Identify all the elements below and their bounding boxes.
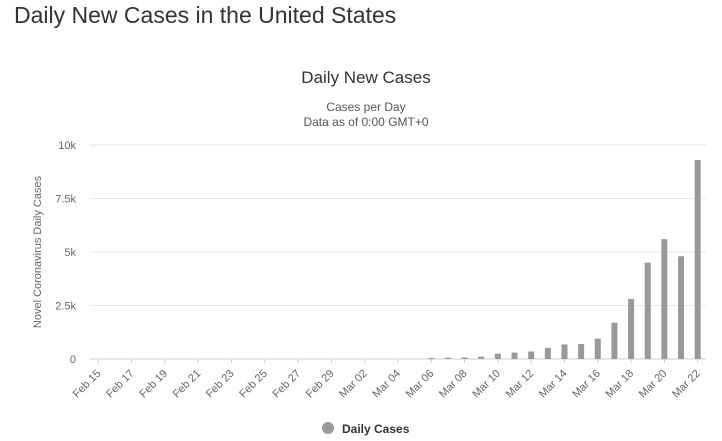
x-tick-label: Feb 19 (137, 368, 170, 401)
bar[interactable] (544, 347, 551, 359)
bar[interactable] (494, 353, 501, 359)
x-tick-label: Mar 14 (537, 368, 570, 401)
x-tick-label: Feb 25 (237, 368, 270, 401)
x-tick-label: Mar 06 (404, 368, 437, 401)
bar[interactable] (594, 338, 601, 359)
x-tick-label: Feb 21 (171, 368, 204, 401)
x-tick-label: Feb 15 (71, 368, 104, 401)
bar[interactable] (511, 352, 518, 359)
x-tick-label: Feb 17 (104, 368, 137, 401)
bar[interactable] (561, 344, 568, 359)
y-tick-label: 7.5k (55, 194, 76, 206)
bar[interactable] (661, 239, 668, 359)
x-tick-label: Mar 16 (570, 368, 603, 401)
page-heading: Daily New Cases in the United States (14, 2, 397, 28)
bar[interactable] (478, 356, 485, 359)
bar[interactable] (628, 299, 635, 359)
x-tick-label: Feb 23 (204, 368, 237, 401)
x-tick-label: Mar 02 (337, 368, 370, 401)
x-tick-label: Feb 29 (304, 368, 337, 401)
y-tick-label: 10k (58, 140, 76, 152)
legend-label: Daily Cases (342, 422, 410, 436)
bar[interactable] (428, 357, 435, 359)
bar[interactable] (461, 357, 468, 359)
x-tick-label: Feb 27 (271, 368, 304, 401)
x-tick-label: Mar 22 (670, 368, 703, 401)
x-tick-label: Mar 04 (370, 368, 403, 401)
y-tick-label: 5k (64, 247, 76, 259)
bar[interactable] (611, 322, 618, 359)
chart-legend[interactable]: Daily Cases (322, 422, 410, 436)
bar[interactable] (528, 351, 535, 359)
x-tick-label: Mar 08 (437, 368, 470, 401)
chart-subtitle-line-1: Cases per Day (326, 100, 405, 114)
x-tick-label: Mar 20 (637, 368, 670, 401)
bar[interactable] (678, 256, 685, 359)
x-tick-label: Mar 12 (504, 368, 537, 401)
chart-subtitle-line-2: Data as of 0:00 GMT+0 (303, 115, 428, 129)
bar[interactable] (644, 262, 651, 359)
bar[interactable] (694, 159, 701, 359)
x-tick-label: Mar 10 (470, 368, 503, 401)
x-tick-label: Mar 18 (603, 368, 636, 401)
bar[interactable] (444, 357, 451, 359)
y-tick-label: 0 (70, 354, 76, 366)
legend-marker (322, 422, 334, 434)
bar[interactable] (578, 344, 585, 359)
chart-title: Daily New Cases (301, 68, 430, 87)
y-tick-label: 2.5k (55, 301, 76, 313)
y-axis-label: Novel Coronavirus Daily Cases (32, 175, 44, 328)
